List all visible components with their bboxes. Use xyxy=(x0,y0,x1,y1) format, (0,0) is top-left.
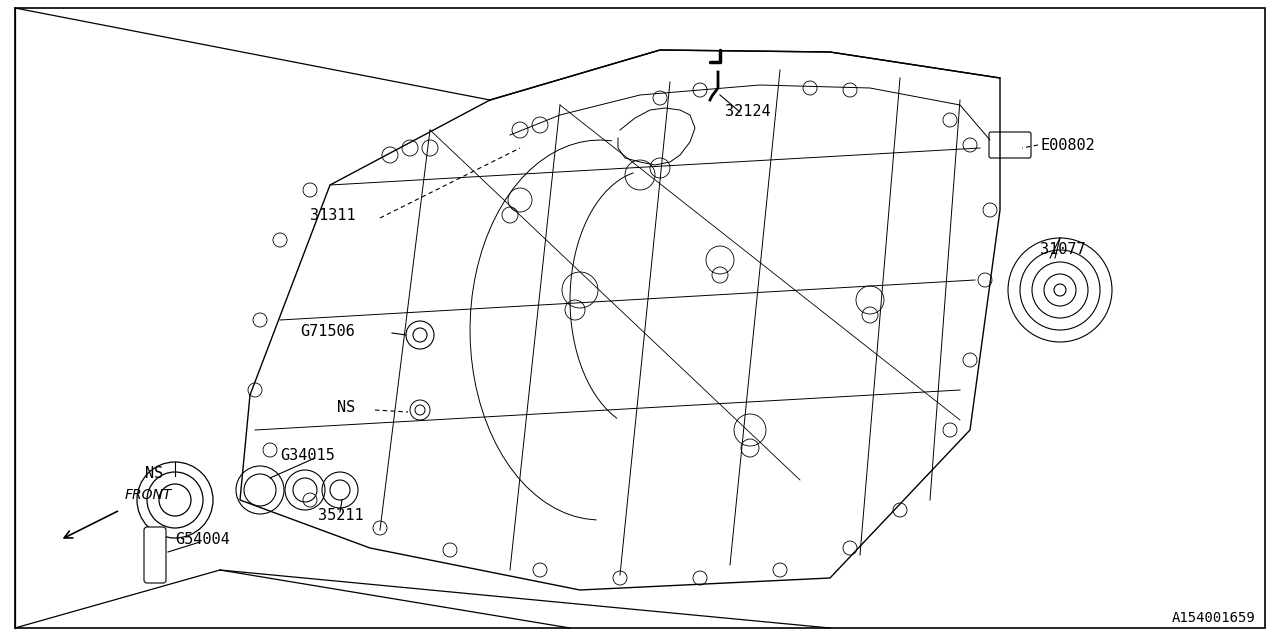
Text: 31077: 31077 xyxy=(1039,243,1085,257)
FancyBboxPatch shape xyxy=(989,132,1030,158)
Text: G34015: G34015 xyxy=(280,447,335,463)
Text: G54004: G54004 xyxy=(175,532,229,547)
Text: 35211: 35211 xyxy=(317,508,364,522)
Text: G71506: G71506 xyxy=(301,324,355,339)
Text: FRONT: FRONT xyxy=(125,488,173,502)
Text: NS: NS xyxy=(145,465,164,481)
Text: 31311: 31311 xyxy=(310,207,356,223)
Text: E00802: E00802 xyxy=(1039,138,1094,152)
FancyBboxPatch shape xyxy=(143,527,166,583)
Text: A154001659: A154001659 xyxy=(1171,611,1254,625)
Text: NS: NS xyxy=(337,401,355,415)
Text: 32124: 32124 xyxy=(724,104,771,120)
